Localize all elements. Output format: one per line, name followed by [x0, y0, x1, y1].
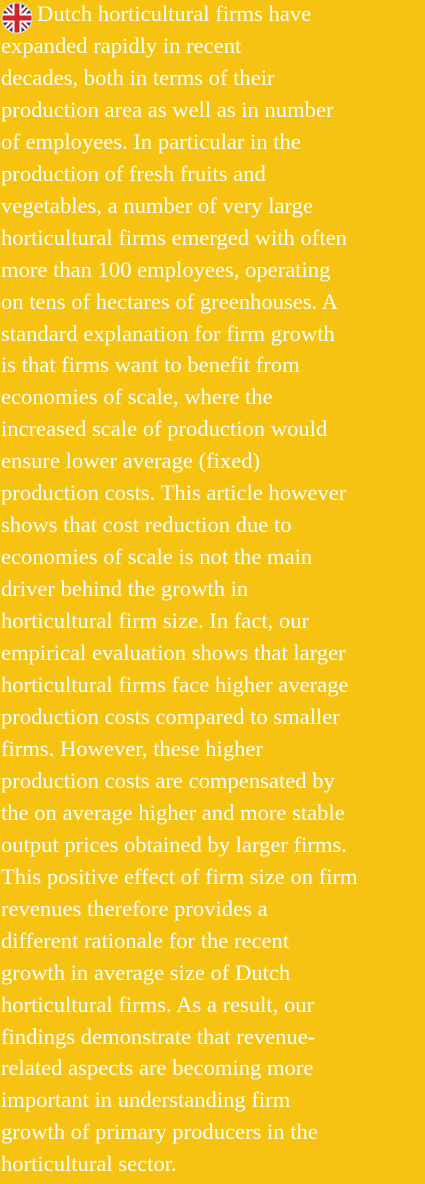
text-line: more than 100 employees, operating [1, 256, 331, 282]
text-line: Dutch horticultural firms have [37, 1, 312, 26]
text-line: important in understanding firm [1, 1087, 291, 1113]
uk-flag-icon[interactable] [1, 2, 33, 34]
text-line: on tens of hectares of greenhouses. A [1, 288, 338, 314]
text-line: production of fresh fruits and [1, 160, 266, 186]
text-line: economies of scale is not the main [1, 544, 313, 570]
text-line: findings demonstrate that revenue- [1, 1023, 316, 1049]
text-line: driver behind the growth in [1, 576, 249, 602]
text-line: production costs compared to smaller [1, 703, 340, 729]
text-line: increased scale of production would [1, 416, 328, 442]
text-line: horticultural firms face higher average [1, 672, 349, 698]
text-line: growth in average size of Dutch [1, 959, 291, 985]
text-line: This positive effect of firm size on fir… [1, 863, 358, 889]
text-line: horticultural firms. As a result, our [1, 991, 315, 1017]
text-line: economies of scale, where the [1, 384, 273, 410]
text-line: empirical evaluation shows that larger [1, 640, 346, 666]
text-line: decades, both in terms of their [1, 64, 275, 90]
text-line: production costs are compensated by [1, 767, 335, 793]
text-line: growth of primary producers in the [1, 1119, 318, 1145]
text-line: expanded rapidly in recent [1, 32, 242, 58]
text-line: vegetables, a number of very large [1, 192, 313, 218]
text-line: production costs. This article however [1, 480, 347, 506]
text-line: different rationale for the recent [1, 927, 290, 953]
text-line: horticultural sector. [1, 1151, 177, 1177]
text-line: the on average higher and more stable [1, 799, 345, 825]
text-line: is that firms want to benefit from [1, 352, 300, 378]
text-line: horticultural firms emerged with often [1, 224, 347, 250]
text-line: output prices obtained by larger firms. [1, 831, 347, 857]
text-line: ensure lower average (fixed) [1, 448, 261, 474]
text-line: standard explanation for firm growth [1, 320, 335, 346]
text-line: related aspects are becoming more [1, 1055, 314, 1081]
text-line: revenues therefore provides a [1, 895, 268, 921]
text-line: of employees. In particular in the [1, 128, 301, 154]
text-line: horticultural firm size. In fact, our [1, 608, 310, 634]
text-line: shows that cost reduction due to [1, 512, 292, 538]
text-line: production area as well as in number [1, 96, 334, 122]
text-line: firms. However, these higher [1, 735, 263, 761]
